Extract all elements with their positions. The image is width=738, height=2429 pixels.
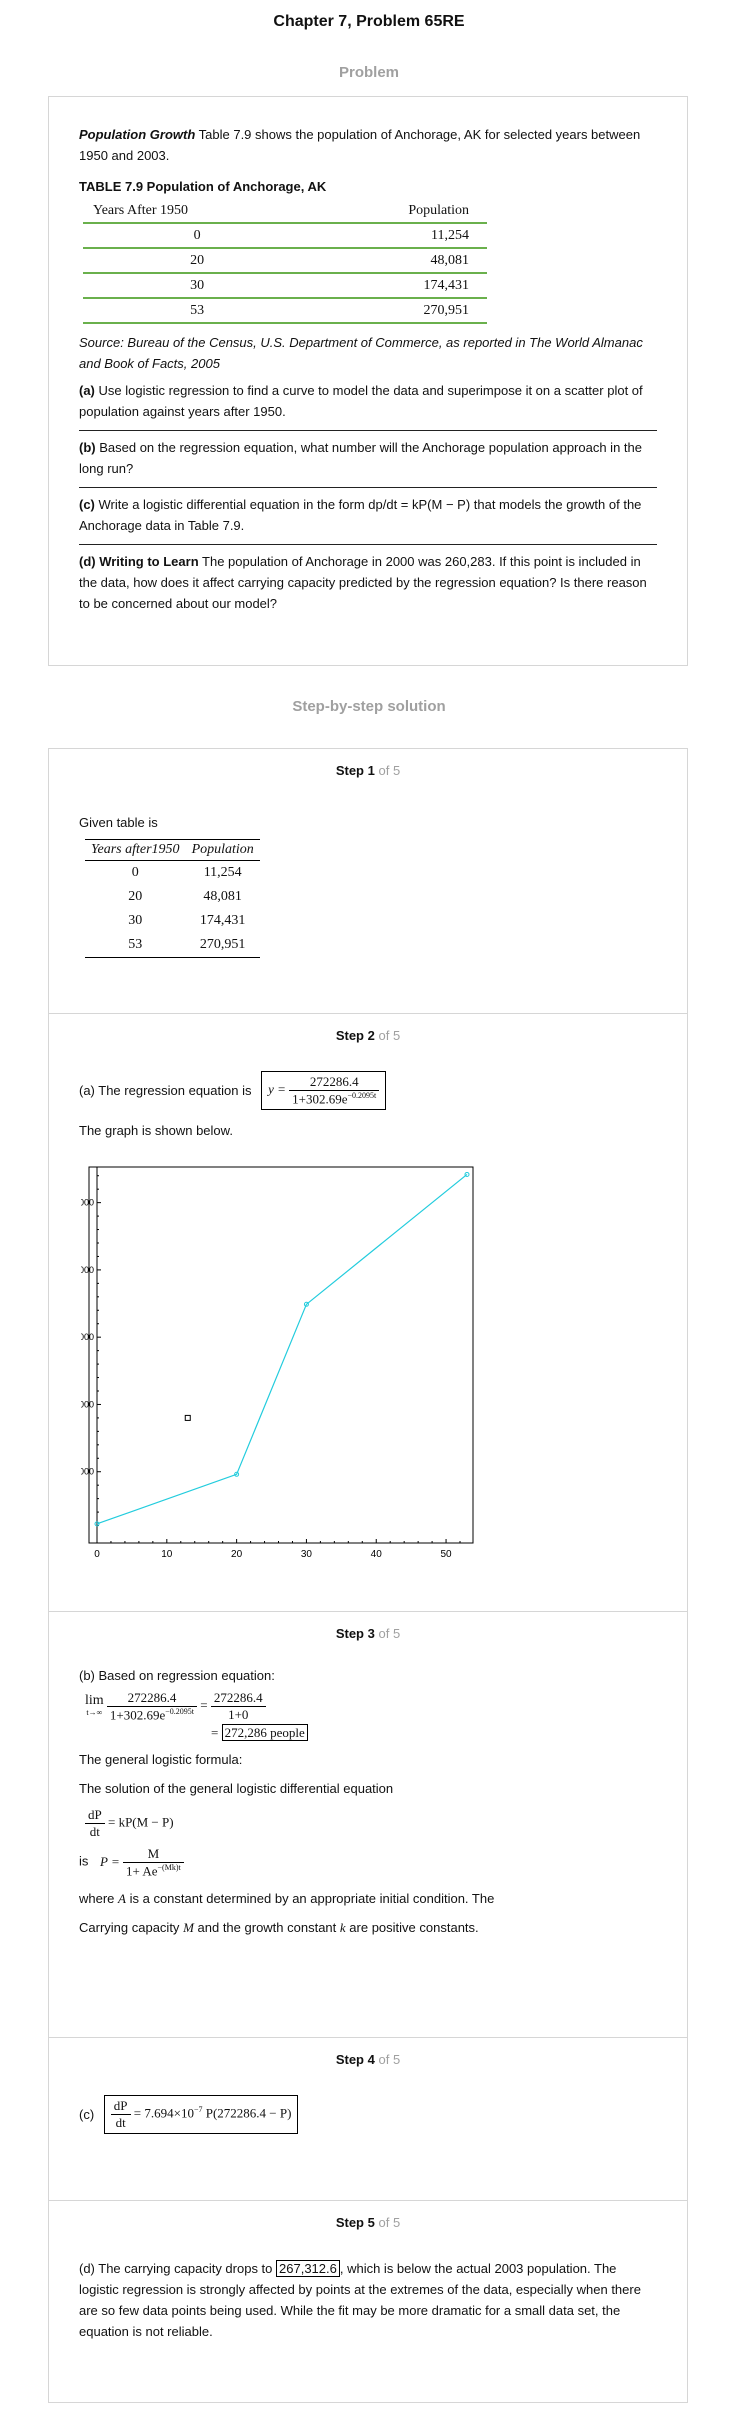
- plot-frame: [88, 1166, 474, 1544]
- carrying-capacity-value: 267,312.6: [276, 2260, 340, 2277]
- table-row: 20 48,081: [128, 889, 242, 904]
- y-tick-label: 200000: [81, 1265, 94, 1275]
- x-tick-label: 50: [440, 1549, 452, 1560]
- data-point: [464, 1171, 470, 1177]
- problem-heading: Problem: [338, 64, 399, 81]
- step-text: The solution of the general logistic dif…: [79, 1781, 394, 1797]
- data-point: [94, 1521, 100, 1527]
- logistic-de: dP dt = kP(M − P): [85, 1807, 657, 1840]
- data-point: [234, 1471, 240, 1477]
- y-tick-label: 50000: [81, 1467, 94, 1477]
- step-3: Step 3 of 5 (b) Based on regression equa…: [49, 1612, 687, 2038]
- step-2: Step 2 of 5 (a) The regression equation …: [49, 1014, 687, 1612]
- limit-equation: lim t→∞ 272286.4 1+302.69e−0.2095t = 2722…: [85, 1690, 657, 1723]
- limit-result: = 272,286 people: [211, 1724, 657, 1742]
- regression-line: (a) The regression equation is y = 27228…: [79, 1071, 657, 1111]
- differential-equation: (c) dP dt = 7.694×10−7 P(272286.4 − P): [79, 2095, 657, 2134]
- y-tick-label: 250000: [81, 1198, 94, 1208]
- step-header: Step 4 of 5: [335, 2052, 401, 2067]
- step-text: (d) The carrying capacity drops to 267,3…: [79, 2260, 641, 2339]
- y-tick-label: 150000: [81, 1332, 94, 1342]
- part-a: (a) Use logistic regression to find a cu…: [79, 374, 657, 431]
- x-tick-label: 10: [161, 1549, 173, 1560]
- y-tick-label: 100000: [81, 1399, 94, 1409]
- step-header: Step 1 of 5: [335, 763, 401, 778]
- table-row: 53 270,951: [83, 298, 487, 324]
- step-5: Step 5 of 5 (d) The carrying capacity dr…: [49, 2201, 687, 2342]
- population-table: Years After 1950 Population 0 11,254 20 48…: [83, 199, 487, 324]
- solution-box: Step 1 of 5 Given table is Years after19…: [48, 748, 688, 2403]
- table-row: 0 11,254: [131, 865, 242, 880]
- step-4: Step 4 of 5 (c) dP dt = 7.694×10−7 P(2722…: [49, 2038, 687, 2201]
- table-row: 30 174,431: [128, 913, 246, 928]
- x-tick-label: 30: [301, 1549, 313, 1560]
- graph-caption: The graph is shown below.: [79, 1123, 233, 1139]
- problem-box: Population Growth Table 7.9 shows the po…: [48, 96, 688, 666]
- regression-equation: y = 272286.4 1+302.69e−0.2095t: [261, 1071, 387, 1111]
- table-row: 53 270,951: [85, 933, 260, 958]
- table-header: Population: [185, 839, 260, 861]
- step-text: The general logistic formula:: [79, 1752, 243, 1768]
- x-tick-label: 20: [231, 1549, 243, 1560]
- solution-heading: Step-by-step solution: [292, 698, 446, 715]
- table-row: 20 48,081: [83, 248, 487, 274]
- step-header: Step 5 of 5: [335, 2215, 401, 2230]
- page-title: Chapter 7, Problem 65RE: [273, 13, 465, 30]
- population-chart: 50000 100000 150000 200000 250000 0 10 20 30 40 50: [81, 1166, 474, 1560]
- table-row: 30 174,431: [83, 273, 487, 299]
- x-tick-label: 40: [371, 1549, 383, 1560]
- step-1: Step 1 of 5 Given table is Years after19…: [49, 749, 687, 1014]
- part-c: (c) Write a logistic differential equati…: [79, 488, 657, 545]
- table-header: Years After 1950: [83, 199, 312, 224]
- step-text: (b) Based on regression equation:: [79, 1668, 275, 1683]
- source-note: Source: Bureau of the Census, U.S. Depar…: [79, 335, 643, 371]
- x-tick-label: 0: [94, 1549, 100, 1560]
- table-header: Population: [311, 199, 487, 224]
- table-row: 0 11,254: [83, 223, 487, 249]
- given-table: Years after1950 Population 0 11,254 20 48,0…: [85, 839, 260, 958]
- table-header: Years after1950: [85, 839, 186, 861]
- step-header: Step 3 of 5: [335, 1626, 401, 1641]
- step-text: Carrying capacity M and the growth const…: [79, 1919, 479, 1935]
- part-d: (d) Writing to Learn The population of A…: [79, 554, 647, 611]
- step-text: where A is a constant determined by an a…: [79, 1890, 495, 1906]
- table-caption: TABLE 7.9 Population of Anchorage, AK: [79, 179, 327, 194]
- part-b: (b) Based on the regression equation, wh…: [79, 431, 657, 488]
- step-header: Step 2 of 5: [335, 1028, 401, 1043]
- logistic-solution: is P = M 1+ Ae−(Mk)t: [79, 1846, 657, 1879]
- series-line: [96, 1173, 468, 1525]
- problem-intro: Population Growth Table 7.9 shows the po…: [79, 127, 641, 163]
- step-text: Given table is: [79, 815, 158, 830]
- marker-square: [184, 1414, 191, 1421]
- data-point: [303, 1301, 309, 1307]
